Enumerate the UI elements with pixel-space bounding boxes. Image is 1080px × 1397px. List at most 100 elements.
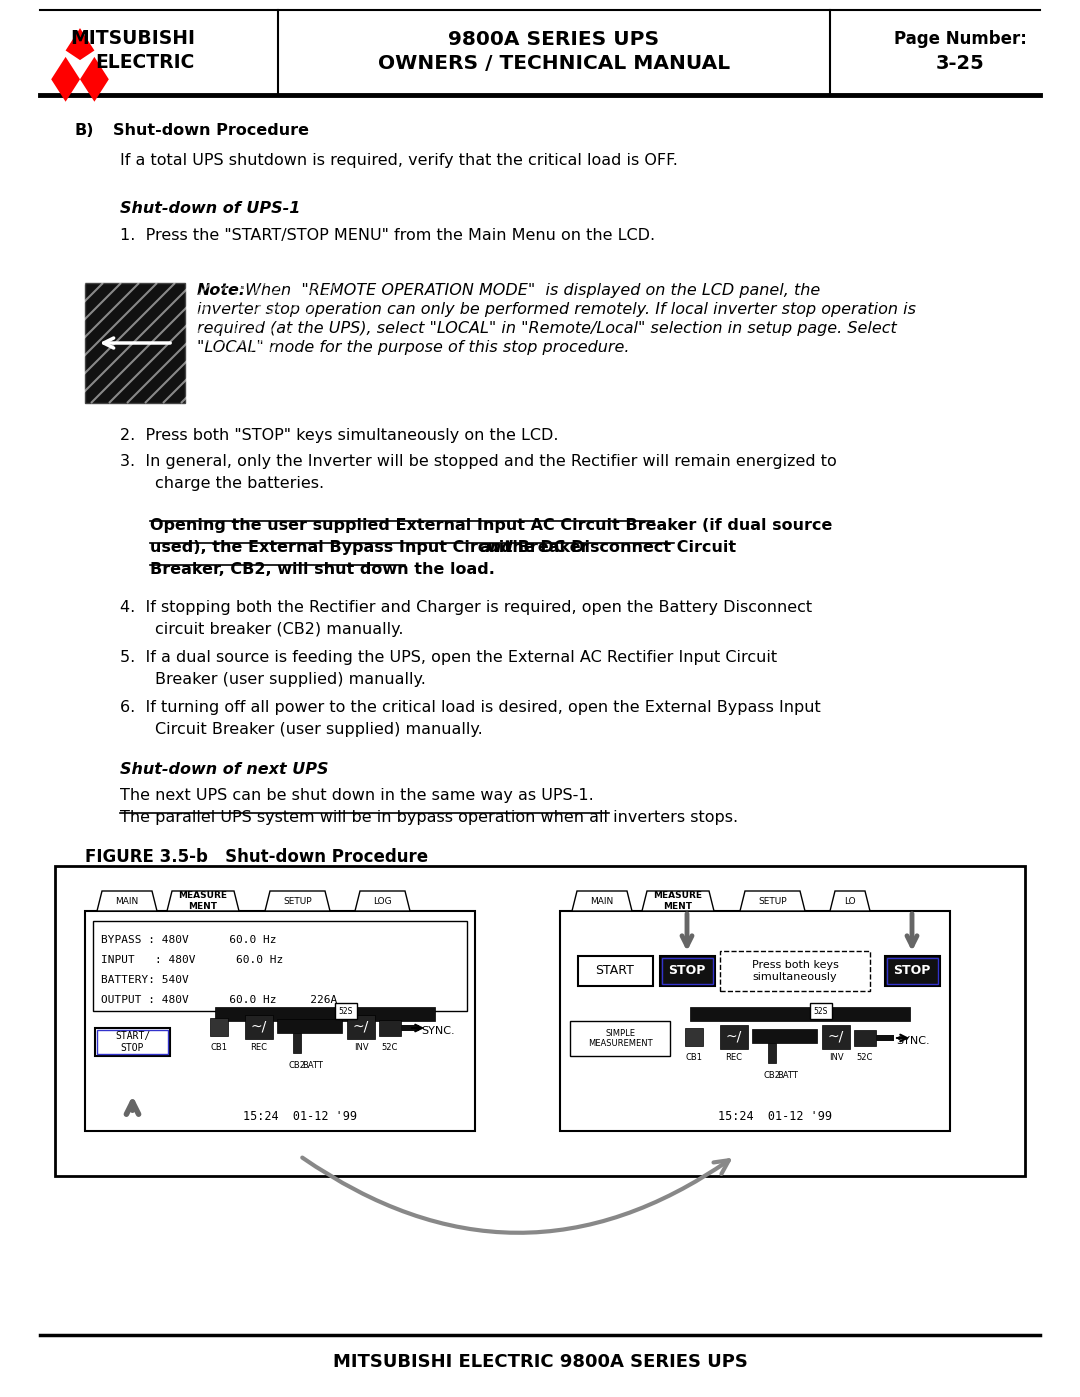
Text: 3-25: 3-25 — [935, 54, 984, 73]
Bar — [85, 284, 185, 402]
Text: When  "REMOTE OPERATION MODE"  is displayed on the LCD panel, the: When "REMOTE OPERATION MODE" is displaye… — [240, 284, 820, 298]
Polygon shape — [66, 28, 94, 60]
Text: Shut-down of next UPS: Shut-down of next UPS — [120, 761, 328, 777]
Text: START/
STOP: START/ STOP — [114, 1031, 150, 1053]
Text: REC: REC — [726, 1053, 743, 1062]
Text: INV: INV — [828, 1053, 843, 1062]
Polygon shape — [97, 891, 157, 911]
Bar — [720, 1025, 748, 1049]
Text: 15:24  01-12 '99: 15:24 01-12 '99 — [243, 1111, 357, 1123]
Bar — [578, 956, 653, 986]
Text: ~/: ~/ — [251, 1020, 267, 1034]
Text: Breaker (user supplied) manually.: Breaker (user supplied) manually. — [156, 672, 426, 687]
Bar — [55, 866, 1025, 1176]
Text: MEASURE
MENT: MEASURE MENT — [178, 891, 228, 911]
Text: The parallel UPS system will be in bypass operation when all inverters stops.: The parallel UPS system will be in bypas… — [120, 810, 738, 826]
Text: SETUP: SETUP — [758, 897, 787, 905]
Text: BATT: BATT — [778, 1071, 798, 1080]
Polygon shape — [167, 891, 239, 911]
Bar — [876, 1035, 894, 1041]
Bar — [768, 1044, 777, 1063]
Text: inverter stop operation can only be performed remotely. If local inverter stop o: inverter stop operation can only be perf… — [197, 302, 916, 317]
Text: 9800A SERIES UPS: 9800A SERIES UPS — [448, 29, 660, 49]
Bar — [570, 1021, 670, 1056]
Polygon shape — [51, 57, 80, 102]
Text: 3.  In general, only the Inverter will be stopped and the Rectifier will remain : 3. In general, only the Inverter will be… — [120, 454, 837, 469]
Text: and: and — [480, 541, 513, 555]
Bar — [215, 1007, 435, 1021]
Text: LOG: LOG — [374, 897, 392, 905]
Bar — [379, 1020, 401, 1037]
Text: SETUP: SETUP — [283, 897, 312, 905]
Text: Breaker, CB2, will shut down the load.: Breaker, CB2, will shut down the load. — [150, 562, 495, 577]
Text: SYNC.: SYNC. — [896, 1037, 930, 1046]
Text: MITSUBISHI: MITSUBISHI — [70, 29, 195, 47]
Text: Press both keys
simultaneously: Press both keys simultaneously — [752, 960, 838, 982]
Text: 52C: 52C — [382, 1044, 399, 1052]
Text: The next UPS can be shut down in the same way as UPS-1.: The next UPS can be shut down in the sam… — [120, 788, 594, 803]
Bar — [810, 1003, 832, 1018]
Polygon shape — [831, 891, 870, 911]
Bar — [93, 921, 467, 1011]
Text: 5.  If a dual source is feeding the UPS, open the External AC Rectifier Input Ci: 5. If a dual source is feeding the UPS, … — [120, 650, 778, 665]
Bar — [245, 1016, 273, 1039]
Text: Shut-down Procedure: Shut-down Procedure — [113, 123, 309, 138]
Bar — [347, 1016, 375, 1039]
Text: used), the External Bypass Input Circuit Breaker: used), the External Bypass Input Circuit… — [150, 541, 594, 555]
Text: BYPASS : 480V      60.0 Hz: BYPASS : 480V 60.0 Hz — [102, 935, 276, 944]
Text: Shut-down of UPS-1: Shut-down of UPS-1 — [120, 201, 300, 217]
Text: START: START — [595, 964, 634, 978]
Text: OUTPUT : 480V      60.0 Hz     226A: OUTPUT : 480V 60.0 Hz 226A — [102, 995, 337, 1004]
Text: 15:24  01-12 '99: 15:24 01-12 '99 — [718, 1111, 832, 1123]
Bar — [0, 10, 1080, 95]
Bar — [690, 1007, 910, 1021]
Text: ~/: ~/ — [353, 1020, 369, 1034]
Bar — [752, 1030, 816, 1044]
Text: ~/: ~/ — [828, 1030, 845, 1044]
Text: SYNC.: SYNC. — [421, 1025, 455, 1037]
Text: circuit breaker (CB2) manually.: circuit breaker (CB2) manually. — [156, 622, 404, 637]
Text: LO: LO — [845, 897, 855, 905]
Bar — [561, 911, 950, 1132]
Text: 6.  If turning off all power to the critical load is desired, open the External : 6. If turning off all power to the criti… — [120, 700, 821, 715]
Polygon shape — [740, 891, 805, 911]
Bar — [85, 911, 475, 1132]
Text: INPUT   : 480V      60.0 Hz: INPUT : 480V 60.0 Hz — [102, 956, 283, 965]
Text: If a total UPS shutdown is required, verify that the critical load is OFF.: If a total UPS shutdown is required, ver… — [120, 154, 678, 168]
Bar — [210, 1018, 228, 1037]
Text: Page Number:: Page Number: — [893, 31, 1026, 49]
Text: Opening the user supplied External Input AC Circuit Breaker (if dual source: Opening the user supplied External Input… — [150, 518, 833, 534]
Bar — [885, 956, 940, 986]
Text: Note:: Note: — [197, 284, 246, 298]
Text: MEASURE
MENT: MEASURE MENT — [653, 891, 702, 911]
Text: CB2: CB2 — [288, 1060, 306, 1070]
Text: 52S: 52S — [814, 1006, 828, 1016]
Text: CB2: CB2 — [764, 1071, 781, 1080]
Text: SIMPLE
MEASUREMENT: SIMPLE MEASUREMENT — [588, 1028, 652, 1048]
Text: MAIN: MAIN — [116, 897, 138, 905]
Bar — [854, 1030, 876, 1046]
Bar — [720, 951, 870, 990]
Bar — [822, 1025, 850, 1049]
Text: ELECTRIC: ELECTRIC — [96, 53, 195, 73]
Bar — [293, 1032, 301, 1053]
Polygon shape — [642, 891, 714, 911]
Text: ~/: ~/ — [726, 1030, 742, 1044]
Text: MAIN: MAIN — [591, 897, 613, 905]
Text: required (at the UPS), select "LOCAL" in "Remote/Local" selection in setup page.: required (at the UPS), select "LOCAL" in… — [197, 321, 896, 337]
Bar — [276, 1018, 342, 1032]
Text: 1.  Press the "START/STOP MENU" from the Main Menu on the LCD.: 1. Press the "START/STOP MENU" from the … — [120, 228, 656, 243]
Text: FIGURE 3.5-b   Shut-down Procedure: FIGURE 3.5-b Shut-down Procedure — [85, 848, 428, 866]
Polygon shape — [572, 891, 632, 911]
Text: BATT: BATT — [302, 1060, 323, 1070]
Text: STOP: STOP — [893, 964, 931, 978]
Bar — [335, 1003, 357, 1018]
Text: CB1: CB1 — [686, 1053, 702, 1062]
FancyArrowPatch shape — [302, 1158, 729, 1232]
Bar — [685, 1028, 703, 1046]
Text: 52S: 52S — [339, 1006, 353, 1016]
Text: 2.  Press both "STOP" keys simultaneously on the LCD.: 2. Press both "STOP" keys simultaneously… — [120, 427, 558, 443]
Bar — [97, 1030, 168, 1053]
Polygon shape — [265, 891, 330, 911]
Text: STOP: STOP — [669, 964, 705, 978]
